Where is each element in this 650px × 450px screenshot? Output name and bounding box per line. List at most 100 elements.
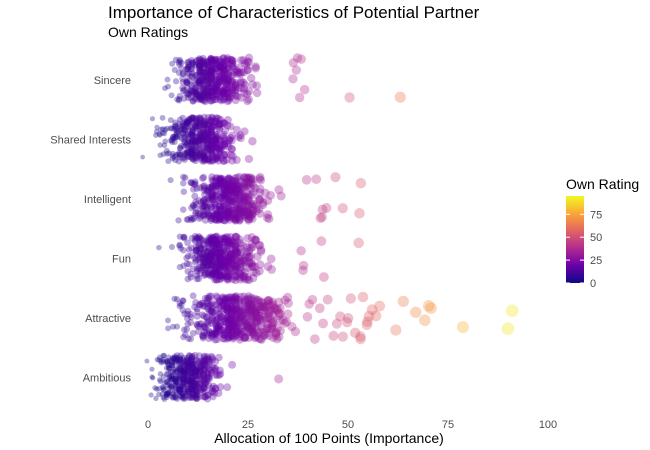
data-point (192, 87, 200, 95)
data-point (188, 137, 196, 145)
data-point (183, 254, 190, 262)
data-point (205, 78, 214, 87)
data-point (205, 292, 213, 300)
data-point (185, 94, 192, 102)
data-point (196, 250, 204, 258)
data-point (197, 115, 205, 123)
data-point (207, 117, 215, 126)
data-point (163, 394, 170, 401)
data-point (165, 325, 172, 332)
data-point (213, 133, 221, 141)
data-point (202, 134, 211, 143)
data-point (220, 140, 228, 149)
data-point (205, 154, 213, 163)
data-point (175, 373, 182, 380)
data-point (200, 125, 208, 133)
data-point (207, 250, 216, 258)
data-point (183, 79, 190, 87)
data-point (185, 90, 193, 98)
data-point (209, 257, 217, 265)
data-point (183, 142, 191, 149)
data-point (215, 215, 224, 223)
data-point (215, 244, 224, 253)
data-point (195, 60, 203, 68)
data-point (189, 201, 197, 209)
data-point (203, 299, 211, 307)
data-point (215, 125, 224, 134)
data-point (159, 130, 166, 136)
data-point (188, 377, 196, 384)
data-point (193, 133, 200, 141)
data-point (183, 149, 191, 156)
data-point (311, 174, 322, 185)
data-point (212, 140, 220, 148)
data-point (188, 72, 196, 80)
data-point (209, 301, 217, 309)
data-point (169, 372, 176, 379)
data-point (212, 189, 221, 198)
data-point (219, 132, 228, 141)
data-point (215, 240, 223, 249)
data-point (160, 151, 167, 157)
data-point (180, 95, 188, 102)
data-point (198, 311, 207, 319)
data-point (197, 117, 205, 125)
data-point (205, 146, 214, 154)
data-point (154, 124, 160, 131)
data-point (184, 59, 191, 66)
data-point (189, 88, 197, 95)
data-point (207, 200, 216, 208)
data-point (210, 265, 219, 273)
data-point (204, 80, 212, 88)
data-point (219, 87, 228, 95)
data-point (195, 137, 203, 145)
data-point (211, 264, 219, 273)
data-point (213, 329, 222, 337)
data-point (216, 264, 224, 272)
data-point (309, 334, 320, 344)
data-point (200, 59, 208, 67)
data-point (167, 383, 174, 390)
data-point (215, 270, 224, 279)
data-point (211, 215, 220, 224)
data-point (206, 73, 215, 82)
data-point (183, 357, 191, 365)
data-point (187, 270, 195, 278)
data-point (188, 353, 196, 360)
data-point (216, 248, 224, 256)
data-point (208, 149, 216, 157)
data-point (162, 138, 169, 145)
legend-tick-label: 50 (590, 232, 602, 244)
data-point (209, 157, 217, 165)
data-point (212, 266, 220, 275)
data-point (216, 78, 224, 86)
data-point (187, 87, 195, 95)
data-point (216, 175, 224, 183)
data-point (205, 374, 213, 382)
data-point (209, 308, 217, 317)
data-point (244, 95, 253, 104)
data-point (170, 391, 177, 398)
data-point (193, 380, 201, 388)
data-point (189, 150, 197, 158)
data-point (211, 336, 219, 344)
data-point (193, 246, 201, 254)
data-point (187, 313, 195, 321)
data-point (201, 258, 209, 266)
data-point (209, 251, 217, 259)
data-point (195, 352, 203, 360)
data-point (188, 87, 196, 95)
data-point (197, 366, 205, 374)
data-point (181, 360, 189, 368)
data-point (192, 393, 200, 401)
data-point (187, 386, 195, 393)
data-point (188, 393, 196, 401)
data-point (191, 303, 199, 311)
data-point (207, 65, 216, 74)
data-point (200, 329, 208, 337)
data-point (213, 81, 221, 89)
data-point (192, 78, 199, 86)
data-point (187, 145, 195, 153)
data-point (206, 254, 215, 262)
data-point (204, 239, 212, 247)
